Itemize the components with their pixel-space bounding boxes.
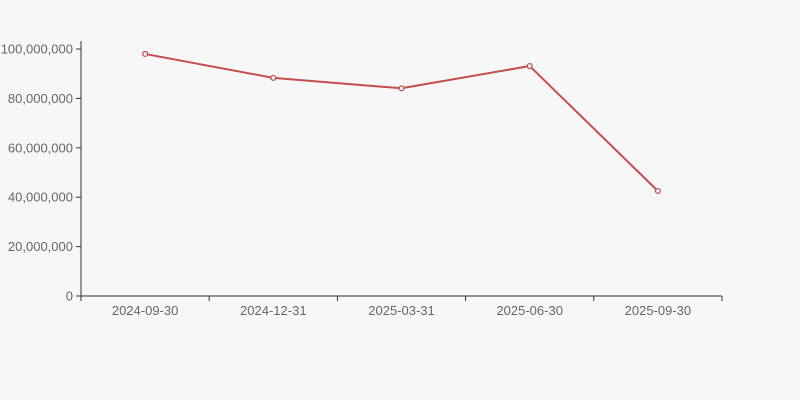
data-point-marker[interactable]	[398, 85, 405, 92]
y-axis-tick-label: 80,000,000	[8, 91, 73, 106]
data-point-marker[interactable]	[270, 74, 277, 81]
y-axis-tick-label: 40,000,000	[8, 190, 73, 205]
data-point-marker[interactable]	[142, 50, 149, 57]
data-point-marker[interactable]	[654, 187, 661, 195]
x-axis-tick-label: 2024-09-30	[112, 303, 179, 318]
y-axis-tick-label: 100,000,000	[1, 42, 73, 57]
x-axis-tick-label: 2024-12-31	[240, 303, 307, 318]
x-axis-tick-label: 2025-06-30	[496, 303, 563, 318]
data-point-marker[interactable]	[526, 62, 533, 70]
y-axis-tick-label: 20,000,000	[8, 239, 73, 254]
x-axis-tick-label: 2025-09-30	[625, 303, 692, 318]
x-axis-tick-label: 2025-03-31	[368, 303, 435, 318]
y-axis-tick-label: 60,000,000	[8, 140, 73, 155]
y-axis-tick-label: 0	[66, 289, 73, 304]
